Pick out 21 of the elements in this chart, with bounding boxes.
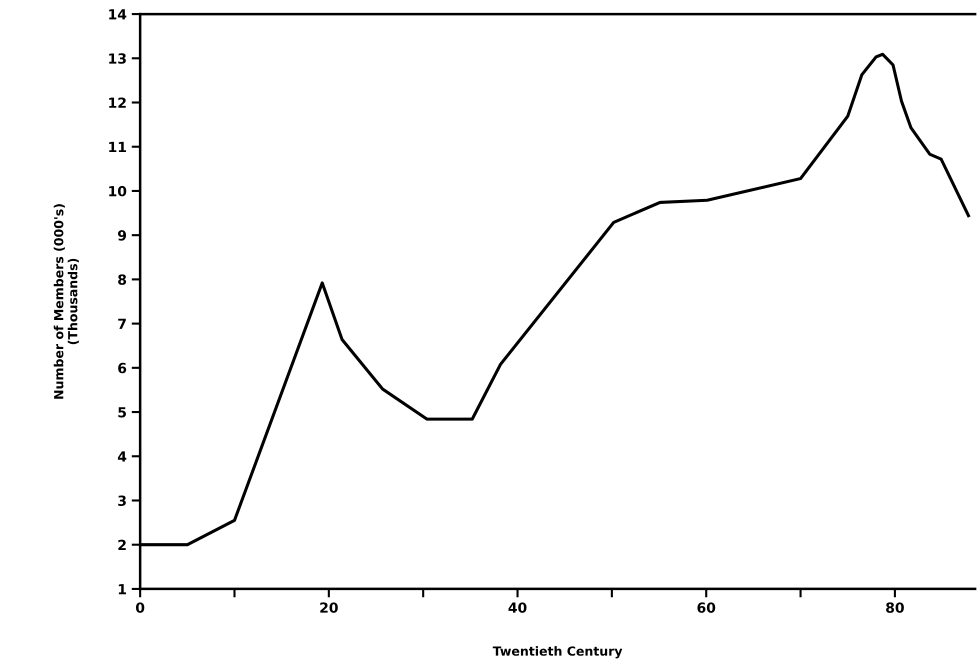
y-tick-label: 7 (118, 318, 126, 329)
x-tick-label: 0 (136, 602, 144, 613)
y-tick-label: 11 (109, 142, 126, 152)
x-tick-label: 40 (508, 602, 527, 613)
x-tick-label: 80 (886, 602, 904, 613)
y-axis-title: Number of Members (000's) (Thousands) (54, 204, 79, 399)
y-tick-label: 6 (118, 362, 126, 374)
y-tick-label: 4 (118, 451, 126, 462)
y-tick-label: 12 (109, 97, 126, 108)
y-tick-label: 3 (118, 495, 126, 506)
x-axis-title: Twentieth Century (492, 646, 622, 658)
y-tick-label: 14 (109, 9, 126, 20)
y-tick-label: 9 (118, 230, 126, 241)
x-tick-label: 60 (697, 602, 716, 613)
y-tick-label: 13 (109, 53, 126, 64)
y-tick-label: 1 (118, 584, 126, 594)
y-tick-label: 8 (118, 274, 126, 285)
y-tick-label: 10 (109, 186, 126, 196)
x-tick-label: 20 (320, 602, 338, 613)
y-tick-label: 5 (118, 407, 126, 418)
y-tick-label: 2 (118, 540, 126, 550)
